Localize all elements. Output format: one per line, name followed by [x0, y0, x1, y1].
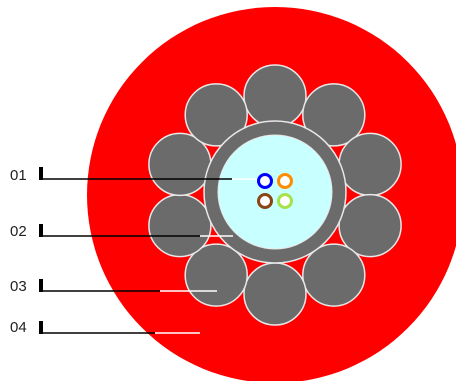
callout-labels: 01 02 03 04	[10, 167, 27, 336]
steel-wire-strand	[338, 132, 402, 197]
callout-label-02: 02	[10, 223, 27, 240]
callout-label-04: 04	[10, 319, 27, 336]
steel-wire-strand	[243, 262, 307, 326]
steel-wire-strand	[243, 64, 307, 128]
callout-marker	[39, 224, 43, 237]
callout-label-03: 03	[10, 278, 27, 295]
optical-fiber	[257, 193, 273, 209]
steel-wire-strand	[184, 83, 248, 147]
tube-core	[217, 134, 333, 250]
optical-fiber	[277, 173, 293, 189]
callout-marker	[39, 167, 43, 180]
optical-fibers	[257, 173, 293, 209]
callout-label-01: 01	[10, 167, 27, 184]
callout-leaders	[39, 167, 257, 334]
callout-marker	[39, 279, 43, 292]
optical-fiber	[257, 173, 273, 189]
steel-wire-strand	[148, 193, 212, 258]
optical-fiber	[277, 193, 293, 209]
steel-wire-strands	[148, 64, 402, 326]
steel-wire-strand	[302, 243, 366, 307]
callout-marker	[39, 321, 43, 334]
steel-wire-strand	[302, 83, 366, 147]
steel-wire-strand	[338, 193, 402, 258]
